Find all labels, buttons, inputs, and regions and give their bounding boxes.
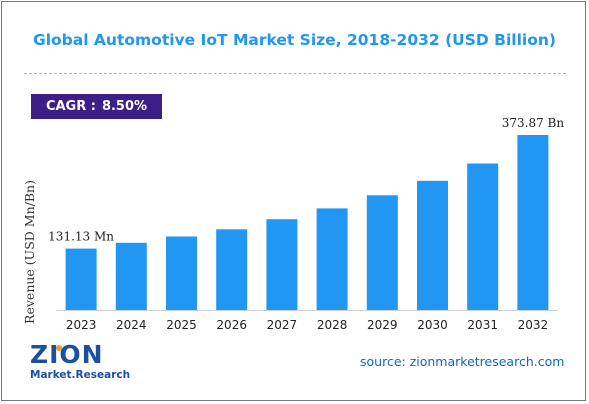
x-tick-2025: 2025 (166, 318, 197, 332)
cagr-badge: CAGR : 8.50% (31, 94, 162, 119)
x-tick-2029: 2029 (367, 318, 398, 332)
x-tick-2030: 2030 (417, 318, 448, 332)
logo-wordmark: ZION (30, 340, 104, 369)
x-tick-2028: 2028 (317, 318, 348, 332)
logo-dot (56, 345, 62, 351)
bar-2026 (216, 229, 248, 310)
x-tick-2027: 2027 (267, 318, 298, 332)
data-label-2032: 373.87 Bn (502, 116, 565, 130)
bar-2027 (266, 219, 298, 310)
cagr-label: CAGR : (45, 99, 96, 114)
cagr-value: 8.50% (101, 99, 148, 114)
x-tick-2032: 2032 (518, 318, 549, 332)
x-tick-2031: 2031 (467, 318, 498, 332)
bar-2032 (517, 135, 549, 310)
bar-2024 (115, 242, 147, 310)
logo-subtitle: Market.Research (30, 369, 131, 381)
y-axis-label: Revenue (USD Mn/Bn) (22, 180, 37, 324)
x-tick-2024: 2024 (116, 318, 147, 332)
bar-2030 (417, 180, 448, 310)
bar-2031 (467, 163, 499, 310)
chart-title: Global Automotive IoT Market Size, 2018-… (32, 31, 557, 49)
bar-2023 (65, 248, 97, 310)
zion-logo: ZION Market.Research (30, 341, 130, 391)
source-text: source: zionmarketresearch.com (360, 354, 565, 369)
bar-2025 (166, 236, 197, 310)
bar-2029 (366, 195, 398, 310)
title-divider (24, 73, 566, 74)
data-label-2023: 131.13 Mn (48, 230, 114, 244)
x-tick-2026: 2026 (216, 318, 247, 332)
x-tick-2023: 2023 (66, 318, 97, 332)
bar-2028 (316, 208, 348, 310)
